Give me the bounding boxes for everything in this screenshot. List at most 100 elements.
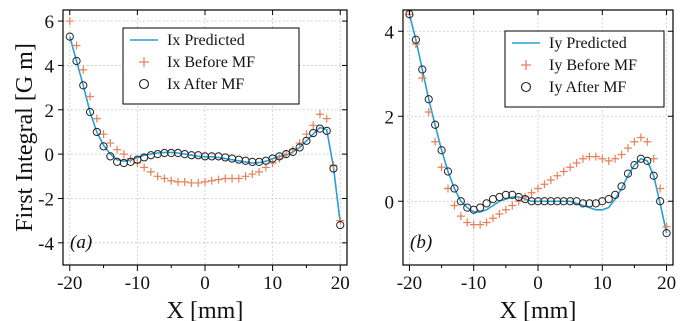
legend-label: Iy After MF <box>549 79 626 96</box>
series-iy-before-mf <box>405 10 671 231</box>
data-point-plus <box>282 150 291 159</box>
data-point-plus <box>146 167 155 176</box>
data-point-plus <box>221 174 230 183</box>
data-point-plus <box>86 92 95 101</box>
data-point-plus <box>643 137 652 146</box>
data-point-circle <box>501 190 510 199</box>
data-point-circle <box>295 143 304 152</box>
data-point-plus <box>534 184 542 193</box>
data-point-plus <box>207 176 216 185</box>
data-point-circle <box>431 120 440 129</box>
data-point-circle <box>527 197 536 206</box>
data-point-plus <box>322 114 331 123</box>
data-point-circle <box>611 190 620 199</box>
data-point-circle <box>302 136 311 145</box>
data-point-circle <box>443 167 453 176</box>
data-point-circle <box>411 35 420 44</box>
data-point-plus <box>656 184 665 193</box>
data-point-plus <box>489 214 497 223</box>
x-tick-label: 10 <box>263 273 282 294</box>
data-point-plus <box>72 41 81 50</box>
data-point-circle <box>476 203 485 212</box>
data-point-plus <box>566 163 575 172</box>
data-point-plus <box>559 167 568 176</box>
x-tick-label: 0 <box>200 273 210 294</box>
data-point-plus <box>501 205 510 214</box>
data-point-circle <box>623 169 633 178</box>
data-point-plus <box>546 176 555 184</box>
data-point-circle <box>649 171 658 180</box>
data-point-circle <box>288 147 298 157</box>
legend-item: Iy Before MF <box>521 57 637 74</box>
data-point-circle <box>578 199 588 208</box>
y-tick-label: 2 <box>45 101 55 122</box>
legend-swatch <box>520 81 532 93</box>
data-point-plus <box>572 159 581 167</box>
data-point-plus <box>234 174 243 183</box>
data-point-plus <box>553 171 562 180</box>
data-point-circle <box>85 107 95 117</box>
series-ix-after-mf <box>65 32 345 230</box>
data-point-plus <box>482 218 491 227</box>
data-point-plus <box>309 121 318 130</box>
series-ix-before-mf <box>65 17 345 225</box>
data-point-circle <box>72 56 81 66</box>
y-tick-label: 0 <box>385 192 395 213</box>
x-tick-label: 20 <box>331 273 350 294</box>
data-point-plus <box>617 150 626 159</box>
data-point-plus <box>187 178 196 187</box>
data-point-circle <box>533 197 543 206</box>
y-tick-label: 4 <box>45 56 55 77</box>
y-tick-label: -2 <box>38 189 54 210</box>
legend-item: Ix Before MF <box>139 54 255 71</box>
data-point-plus <box>476 220 485 229</box>
data-point-circle <box>559 197 568 206</box>
data-point-plus <box>113 145 122 154</box>
legend-label: Iy Before MF <box>549 57 637 74</box>
y-tick-label: -4 <box>38 234 54 255</box>
data-point-plus <box>295 139 304 148</box>
legend-item: Ix Predicted <box>130 32 245 49</box>
legend-item: Iy Predicted <box>512 35 627 52</box>
data-point-circle <box>329 164 338 173</box>
data-point-circle <box>566 197 575 206</box>
data-point-plus <box>624 144 632 153</box>
data-point-circle <box>450 184 459 193</box>
data-point-circle <box>617 182 626 191</box>
data-point-circle <box>585 199 594 208</box>
data-point-circle <box>92 127 101 137</box>
data-point-plus <box>540 180 549 189</box>
y-axis-title: First Integral [G m] <box>12 43 38 232</box>
data-point-circle <box>336 220 345 230</box>
data-point-plus <box>201 177 209 186</box>
data-point-plus <box>456 212 465 221</box>
data-point-circle <box>79 81 88 90</box>
panel-tag: (a) <box>70 232 92 253</box>
data-point-plus <box>65 17 74 26</box>
data-point-circle <box>456 197 465 206</box>
data-point-plus <box>79 65 88 74</box>
data-point-plus <box>508 201 517 210</box>
x-tick-label: 10 <box>593 273 612 294</box>
data-point-plus <box>92 114 101 123</box>
data-point-circle <box>482 199 491 208</box>
data-point-plus <box>630 137 639 146</box>
data-point-circle <box>437 146 446 155</box>
data-point-plus <box>579 154 587 163</box>
axis-ticks: -20 -10 0 10 20 0 2 4 <box>385 10 676 294</box>
x-axis-title: X [mm] <box>500 298 577 321</box>
series-line <box>408 14 668 234</box>
data-point-circle <box>662 229 671 238</box>
data-point-circle <box>214 152 223 161</box>
data-point-circle <box>630 161 639 170</box>
data-point-circle <box>540 197 549 206</box>
y-tick-label: 6 <box>45 12 55 33</box>
x-tick-label: -10 <box>461 273 486 294</box>
data-point-circle <box>546 197 555 206</box>
data-point-plus <box>255 167 264 176</box>
y-tick-label: 4 <box>385 22 395 43</box>
data-point-plus <box>153 172 162 181</box>
grid-lines <box>63 10 347 265</box>
panel-tag: (b) <box>410 232 432 253</box>
